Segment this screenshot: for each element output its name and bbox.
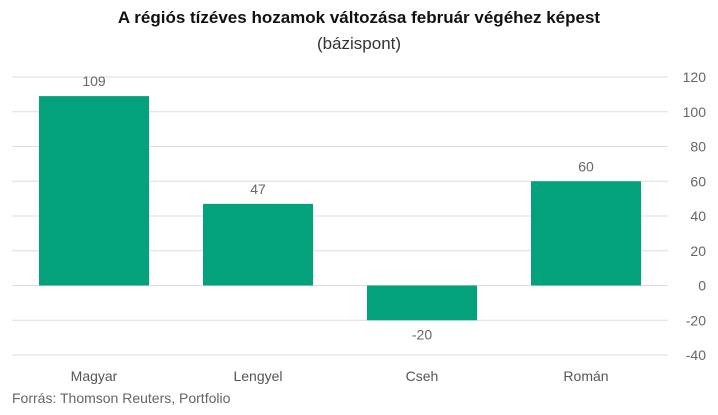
source-note: Forrás: Thomson Reuters, Portfolio: [12, 390, 231, 406]
bar: [203, 203, 313, 286]
y-tick-label: 80: [690, 139, 706, 155]
data-label: 109: [82, 73, 106, 89]
x-category-label: Magyar: [71, 368, 118, 384]
chart-title: A régiós tízéves hozamok változása febru…: [117, 8, 601, 27]
bar: [531, 181, 641, 286]
y-tick-label: 60: [690, 173, 706, 189]
y-tick-label: 120: [683, 69, 707, 85]
x-category-label: Cseh: [406, 368, 439, 384]
y-tick-label: 20: [690, 243, 706, 259]
x-category-label: Román: [563, 368, 608, 384]
y-tick-label: -40: [686, 347, 706, 363]
x-category-label: Lengyel: [233, 368, 282, 384]
data-label: 60: [578, 158, 594, 174]
bar: [39, 96, 149, 286]
bar: [367, 285, 477, 321]
y-tick-label: -20: [686, 312, 706, 328]
data-label: 47: [250, 181, 266, 197]
data-label: -20: [412, 326, 432, 342]
y-tick-label: 0: [698, 278, 706, 294]
y-tick-label: 40: [690, 208, 706, 224]
chart-subtitle: (bázispont): [316, 34, 402, 53]
y-tick-label: 100: [683, 104, 707, 120]
